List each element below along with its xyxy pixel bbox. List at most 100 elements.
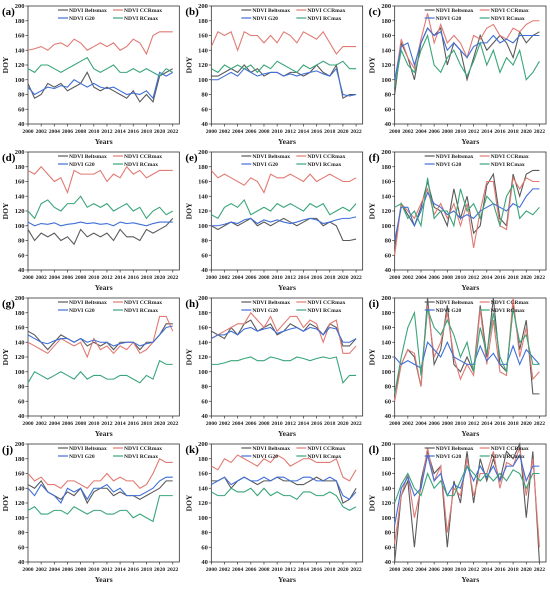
legend-label: NDVI Beltsmax <box>436 300 474 306</box>
y-tick-label: 40 <box>201 267 208 274</box>
legend-label: NDVI G20 <box>69 162 95 168</box>
y-tick-label: 120 <box>198 62 208 69</box>
x-tick-label: 2012 <box>101 421 112 427</box>
y-tick-label: 80 <box>18 92 25 99</box>
y-tick-label: 180 <box>381 18 391 25</box>
x-tick-label: 2018 <box>324 421 335 427</box>
legend-label: NDVI Beltsmax <box>69 8 107 14</box>
y-tick-label: 100 <box>198 77 208 84</box>
y-tick-label: 180 <box>381 310 391 317</box>
plot-frame <box>210 443 364 563</box>
y-tick-label: 60 <box>385 252 392 259</box>
x-tick-label: 2020 <box>521 129 532 135</box>
x-axis-label: Years <box>461 429 479 438</box>
y-tick-label: 140 <box>198 339 208 346</box>
x-tick-label: 2006 <box>62 275 73 281</box>
y-tick-label: 60 <box>385 398 392 405</box>
x-tick-label: 2010 <box>88 421 99 427</box>
x-axis-label: Years <box>95 575 113 584</box>
y-tick-label: 60 <box>18 544 25 551</box>
y-tick-label: 100 <box>198 515 208 522</box>
x-tick-label: 2008 <box>75 129 86 135</box>
panel-label: (g) <box>2 298 15 310</box>
x-axis-label: Years <box>95 429 113 438</box>
y-tick-label: 180 <box>381 164 391 171</box>
x-tick-label: 2002 <box>402 129 413 135</box>
legend-label: NDVI CCRmax <box>124 8 162 14</box>
x-tick-label: 2022 <box>167 129 178 135</box>
x-tick-label: 2000 <box>389 275 400 281</box>
y-tick-label: 200 <box>381 3 391 10</box>
x-tick-label: 2014 <box>298 129 309 135</box>
x-tick-label: 2018 <box>141 567 152 573</box>
plot-frame <box>394 297 547 417</box>
y-tick-label: 80 <box>201 384 208 391</box>
y-axis-label: DOY <box>184 348 193 365</box>
y-tick-label: 60 <box>385 106 392 113</box>
y-tick-label: 160 <box>198 33 208 40</box>
x-tick-label: 2004 <box>232 129 243 135</box>
series-line <box>211 476 357 501</box>
x-tick-label: 2004 <box>415 275 426 281</box>
series-line <box>394 441 540 563</box>
series-line <box>394 27 540 80</box>
x-tick-label: 2006 <box>62 129 73 135</box>
series-line <box>394 177 540 228</box>
x-tick-label: 2014 <box>298 275 309 281</box>
x-tick-label: 2020 <box>337 421 348 427</box>
x-tick-label: 2000 <box>206 275 217 281</box>
y-tick-label: 160 <box>381 179 391 186</box>
y-tick-label: 80 <box>385 238 392 245</box>
y-tick-label: 200 <box>15 3 25 10</box>
x-tick-label: 2018 <box>324 275 335 281</box>
x-tick-label: 2006 <box>62 567 73 573</box>
legend-label: NDVI CCRmax <box>491 300 529 306</box>
y-tick-label: 180 <box>198 18 208 25</box>
x-tick-label: 2014 <box>115 129 126 135</box>
x-tick-label: 2010 <box>455 567 466 573</box>
x-tick-label: 2006 <box>245 421 256 427</box>
series-line <box>394 308 540 394</box>
panel-label: (i) <box>369 298 380 310</box>
y-tick-label: 120 <box>15 500 25 507</box>
x-tick-label: 2022 <box>350 421 361 427</box>
x-tick-label: 2008 <box>258 275 269 281</box>
series-line <box>27 476 173 505</box>
x-tick-label: 2006 <box>62 421 73 427</box>
plot-frame <box>210 5 364 125</box>
series-line <box>27 221 173 227</box>
legend-label: NDVI Beltsmax <box>436 154 474 160</box>
series-line <box>27 165 173 195</box>
y-tick-label: 40 <box>201 559 208 566</box>
x-tick-label: 2010 <box>455 421 466 427</box>
y-tick-label: 200 <box>381 149 391 156</box>
series-line <box>394 447 540 548</box>
y-tick-label: 80 <box>385 92 392 99</box>
x-tick-label: 2018 <box>141 421 152 427</box>
y-tick-label: 40 <box>385 559 392 566</box>
x-tick-label: 2004 <box>49 567 60 573</box>
x-tick-label: 2016 <box>128 567 139 573</box>
series-line <box>27 195 174 220</box>
y-tick-label: 200 <box>15 441 25 448</box>
x-tick-label: 2008 <box>442 275 453 281</box>
x-tick-label: 2000 <box>206 421 217 427</box>
legend-label: NDVI G20 <box>252 308 278 314</box>
series-line <box>394 465 540 504</box>
y-tick-label: 200 <box>198 295 208 302</box>
x-tick-label: 2002 <box>36 275 47 281</box>
x-tick-label: 2000 <box>206 567 217 573</box>
x-tick-label: 2000 <box>389 421 400 427</box>
legend-label: NDVI CCRmax <box>124 154 162 160</box>
x-tick-label: 2004 <box>49 421 60 427</box>
x-tick-label: 2008 <box>75 567 86 573</box>
series-line <box>394 176 540 256</box>
legend-label: NDVI Beltsmax <box>69 300 107 306</box>
y-tick-label: 160 <box>198 471 208 478</box>
y-tick-label: 40 <box>201 121 208 128</box>
x-tick-label: 2012 <box>101 129 112 135</box>
